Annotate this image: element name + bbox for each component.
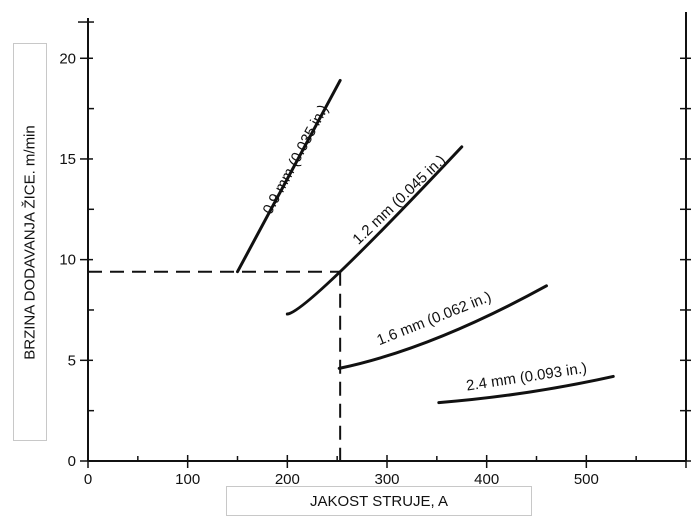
series-label: 2.4 mm (0.093 in.) <box>465 360 588 395</box>
y-tick-label: 10 <box>59 252 76 269</box>
x-tick-label: 0 <box>84 471 92 488</box>
x-axis-title: JAKOST STRUJE, A <box>226 486 532 516</box>
y-axis-title-text: BRZINA DODAVANJA ŽICE. m/min <box>21 124 39 360</box>
series-label: 1.2 mm (0.045 in.) <box>349 152 449 248</box>
x-tick-label: 500 <box>574 471 599 488</box>
y-tick-label: 20 <box>59 50 76 67</box>
series-lines <box>236 78 615 405</box>
series-line <box>285 145 464 316</box>
series-line <box>337 284 548 370</box>
series-label: 0.9 mm (0.035 in.) <box>260 102 333 217</box>
y-tick-label: 15 <box>59 151 76 168</box>
series-line <box>236 78 342 274</box>
plot-frame <box>87 12 687 462</box>
series-line <box>437 374 615 405</box>
axis-ticks <box>78 21 691 468</box>
x-axis-title-text: JAKOST STRUJE, A <box>309 492 449 510</box>
x-tick-label: 200 <box>275 471 300 488</box>
x-tick-label: 400 <box>474 471 499 488</box>
reference-dashed-lines <box>88 270 342 461</box>
series-labels: 0.9 mm (0.035 in.) 1.2 mm (0.045 in.)1.6 … <box>260 102 588 395</box>
x-tick-label: 300 <box>374 471 399 488</box>
x-tick-label: 100 <box>175 471 200 488</box>
y-tick-label: 0 <box>68 453 76 470</box>
y-tick-label: 5 <box>68 352 76 369</box>
y-axis-title: BRZINA DODAVANJA ŽICE. m/min <box>13 43 47 441</box>
